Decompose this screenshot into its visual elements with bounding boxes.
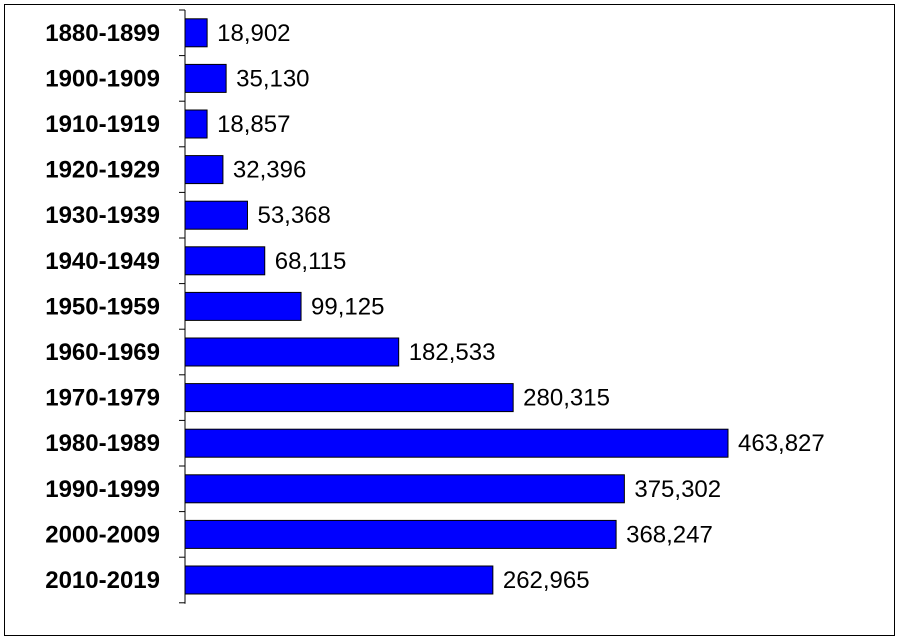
category-label-1920-1929: 1920-1929 xyxy=(45,157,160,184)
category-label-1970-1979: 1970-1979 xyxy=(45,385,160,412)
value-label-2000-2009: 368,247 xyxy=(626,521,713,548)
bar-1930-1939 xyxy=(184,200,248,230)
bar-layer xyxy=(184,18,729,595)
bar-1940-1949 xyxy=(184,246,266,276)
bar-2000-2009 xyxy=(184,519,617,549)
category-label-1900-1909: 1900-1909 xyxy=(45,65,160,92)
bar-1990-1999 xyxy=(184,474,625,504)
category-label-1980-1989: 1980-1989 xyxy=(45,430,160,457)
category-label-1960-1969: 1960-1969 xyxy=(45,339,160,366)
value-label-1940-1949: 68,115 xyxy=(275,248,347,275)
category-label-2010-2019: 2010-2019 xyxy=(45,567,160,594)
bar-1880-1899 xyxy=(184,18,208,48)
category-label-1990-1999: 1990-1999 xyxy=(45,476,160,503)
category-label-1940-1949: 1940-1949 xyxy=(45,248,160,275)
bar-1920-1929 xyxy=(184,155,224,185)
category-label-1910-1919: 1910-1919 xyxy=(45,111,160,138)
value-label-2010-2019: 262,965 xyxy=(503,567,590,594)
bar-1900-1909 xyxy=(184,63,227,93)
bar-2010-2019 xyxy=(184,565,494,595)
bar-1910-1919 xyxy=(184,109,208,139)
value-label-1970-1979: 280,315 xyxy=(523,385,610,412)
value-label-1910-1919: 18,857 xyxy=(217,111,290,138)
value-label-1920-1929: 32,396 xyxy=(233,157,306,184)
value-label-1980-1989: 463,827 xyxy=(738,430,825,457)
value-label-1930-1939: 53,368 xyxy=(257,202,330,229)
value-label-1960-1969: 182,533 xyxy=(409,339,496,366)
category-label-1880-1899: 1880-1899 xyxy=(45,20,160,47)
value-label-1950-1959: 99,125 xyxy=(311,293,384,320)
bar-1950-1959 xyxy=(184,291,302,321)
value-label-1900-1909: 35,130 xyxy=(236,65,309,92)
axis-layer xyxy=(179,9,186,604)
category-label-1930-1939: 1930-1939 xyxy=(45,202,160,229)
label-layer: 1880-1899 18,902 1900-1909 35,130 1910-1919 1… xyxy=(45,20,825,594)
bar-1960-1969 xyxy=(184,337,400,367)
category-label-1950-1959: 1950-1959 xyxy=(45,293,160,320)
category-label-2000-2009: 2000-2009 xyxy=(45,521,160,548)
bar-1980-1989 xyxy=(184,428,729,458)
value-label-1880-1899: 18,902 xyxy=(217,20,290,47)
value-label-1990-1999: 375,302 xyxy=(634,476,721,503)
bar-1970-1979 xyxy=(184,383,514,413)
